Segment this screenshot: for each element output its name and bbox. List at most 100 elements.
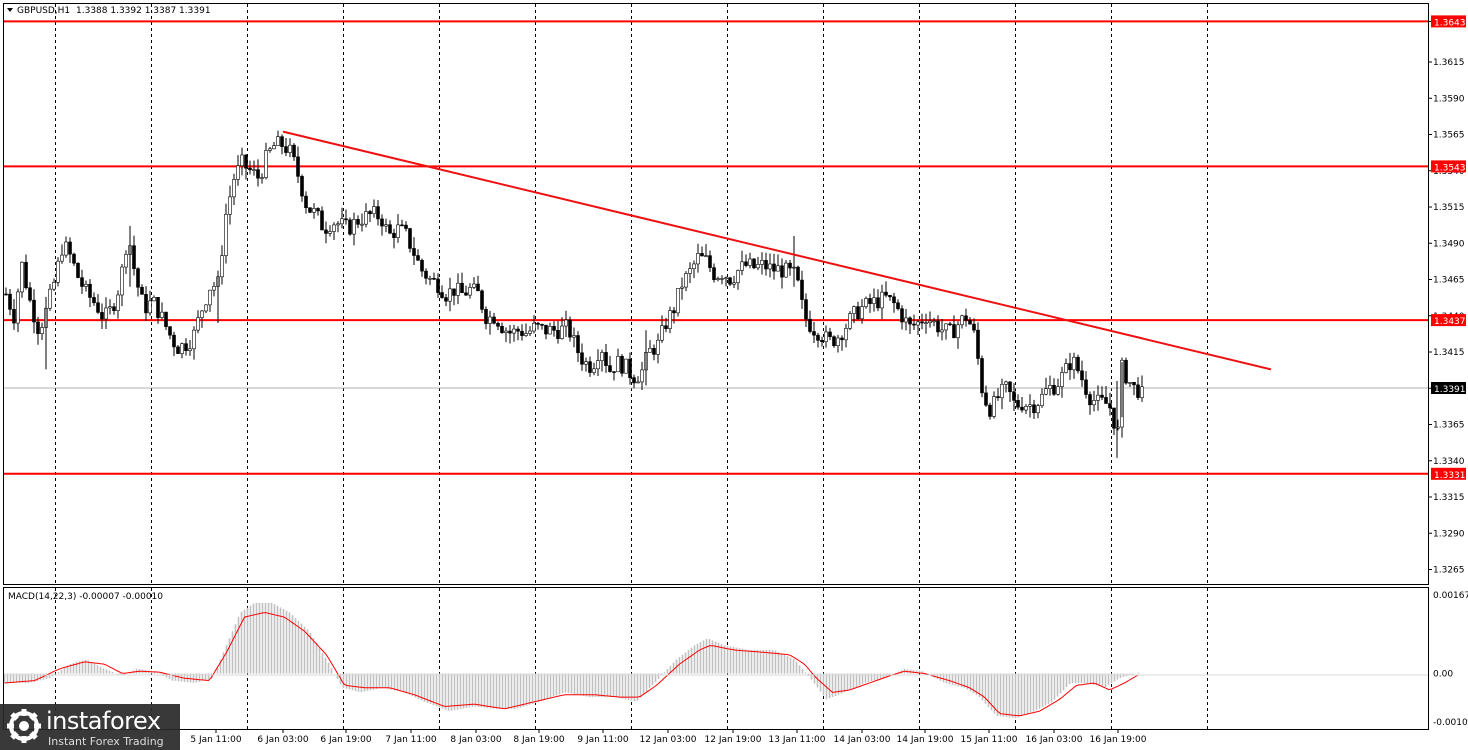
candle-body [916,321,920,326]
candle-body [432,277,436,280]
candle-body [944,323,948,331]
candle-body [1076,356,1080,372]
candle-body [1072,356,1076,371]
candle-body [464,292,468,296]
candle-body [232,179,236,198]
candle-body [588,361,592,373]
candle-body [212,286,216,291]
candle-body [1080,370,1084,381]
candle-body [768,263,772,270]
candle-body [680,286,684,289]
candle-body [884,291,888,296]
candle-body [912,323,916,326]
candle-body [868,298,872,304]
candle-body [976,329,980,359]
candle-body [640,369,644,383]
vertical-grid [55,4,1208,729]
time-tick-label: 13 Jan 11:00 [769,735,826,745]
time-tick-label: 9 Jan 11:00 [577,735,629,745]
candle-body [468,287,472,296]
candle-body [544,324,548,335]
candle-body [64,241,68,256]
price-tick-label: 1.3365 [1433,421,1465,431]
candle-body [428,277,432,280]
candle-body [576,335,580,354]
level-price-label: 1.3543 [1434,163,1466,173]
time-tick-label: 16 Jan 03:00 [1026,735,1083,745]
candle-body [1024,406,1028,411]
price-tick-label: 1.3265 [1433,566,1465,576]
candle-body [1088,394,1092,406]
candle-body [236,165,240,180]
candle-body [724,277,728,280]
candle-body [704,255,708,257]
candle-body [836,337,840,346]
candle-body [400,224,404,227]
price-tick-label: 1.3315 [1433,493,1465,503]
candle-body [772,263,776,272]
candle-body [256,169,260,179]
candle-body [496,322,500,327]
candle-body [632,377,636,384]
candle-body [620,355,624,374]
dropdown-triangle-icon[interactable] [7,8,13,12]
candle-body [600,352,604,361]
candle-body [984,392,988,406]
candle-body [144,294,148,314]
candle-body [860,306,864,320]
candle-body [368,211,372,215]
candle-body [740,261,744,271]
candle-body [284,146,288,153]
candle-body [808,318,812,332]
candle-body [1008,381,1012,393]
level-price-box [1431,314,1466,327]
candle-body [304,195,308,209]
candle-body [904,317,908,323]
price-tick-label: 1.3290 [1433,529,1465,539]
time-tick-label: 8 Jan 03:00 [450,735,502,745]
candle-body [292,144,296,158]
candles [4,130,1144,458]
candle-body [200,310,204,318]
candle-body [524,333,528,336]
candle-body [96,302,100,313]
candle-body [344,218,348,221]
candle-body [572,335,576,338]
candle-body [272,145,276,150]
time-tick-label: 7 Jan 11:00 [385,735,437,745]
macd-histogram [3,602,1140,719]
candle-body [320,210,324,231]
price-tick-label: 1.3340 [1433,457,1465,467]
candle-body [52,282,56,290]
candle-body [396,224,400,239]
candle-body [476,283,480,292]
candle-body [360,223,364,226]
candle-body [440,292,444,298]
candle-body [164,311,168,328]
candle-body [264,150,268,178]
candle-body [48,288,52,309]
candle-body [1124,359,1128,384]
current-price-box [1431,382,1466,394]
candle-body [240,154,244,167]
candle-body [4,293,8,296]
candle-body [612,371,616,373]
candle-body [32,299,36,323]
time-tick-label: 16 Jan 19:00 [1090,735,1147,745]
candle-body [804,299,808,320]
candle-body [444,297,448,302]
macd-tick-label: 0.00 [1433,670,1453,680]
candle-body [472,283,476,288]
candle-body [508,330,512,334]
candle-body [700,253,704,257]
candle-body [876,297,880,309]
candle-body [252,169,256,171]
candle-body [604,352,608,366]
candle-body [60,254,64,262]
candle-body [340,218,344,225]
time-tick-label: 14 Jan 03:00 [834,735,891,745]
time-tick-label: 12 Jan 03:00 [640,735,697,745]
level-price-box [1431,160,1466,173]
candle-body [932,320,936,323]
candle-body [1096,394,1100,401]
